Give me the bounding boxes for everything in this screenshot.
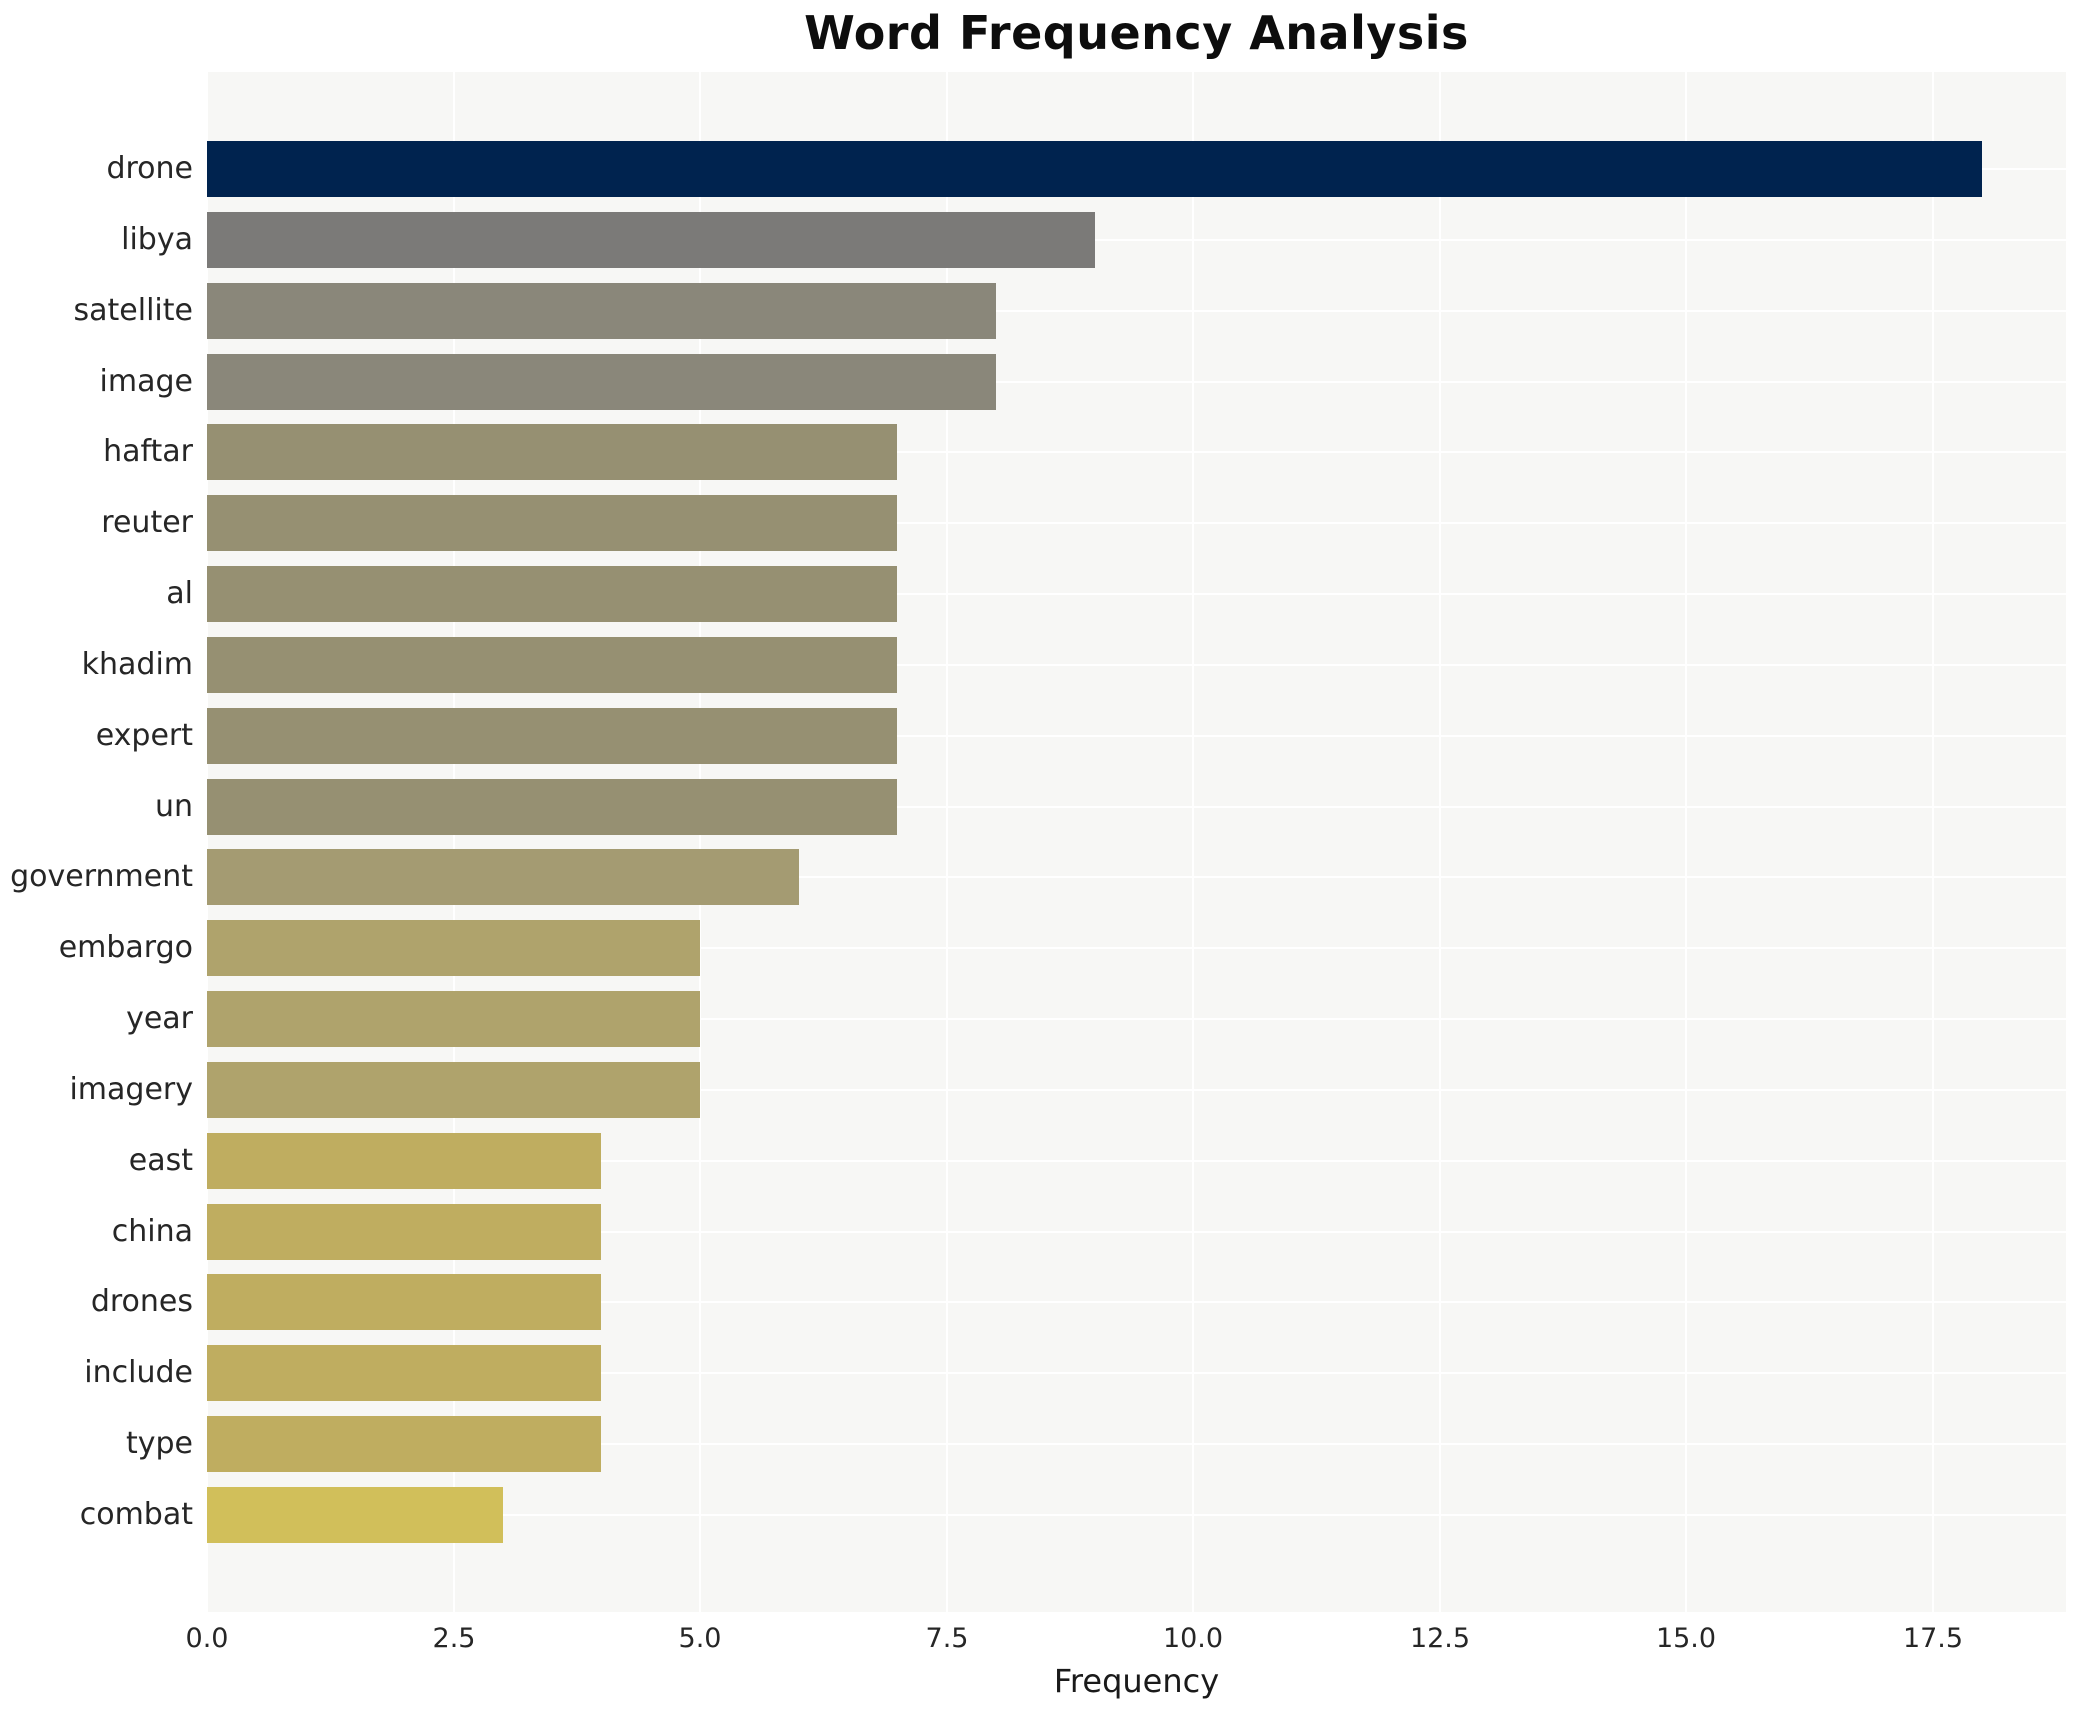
y-tick-label-combat: combat: [79, 1497, 193, 1532]
y-tick-label-east: east: [128, 1143, 193, 1178]
y-gridline: [207, 1018, 2066, 1020]
bar-government: [207, 849, 799, 905]
bar-khadim: [207, 637, 897, 693]
x-gridline: [206, 72, 208, 1612]
bar-expert: [207, 708, 897, 764]
bar-al: [207, 566, 897, 622]
y-gridline: [207, 735, 2066, 737]
x-tick-label-0.0: 0.0: [185, 1623, 229, 1654]
y-tick-label-china: china: [111, 1214, 193, 1249]
bar-include: [207, 1345, 601, 1401]
bar-drone: [207, 141, 1982, 197]
y-gridline: [207, 1514, 2066, 1516]
y-tick-label-imagery: imagery: [69, 1072, 193, 1107]
x-tick-label-2.5: 2.5: [432, 1623, 476, 1654]
y-gridline: [207, 664, 2066, 666]
x-tick-label-10.0: 10.0: [1162, 1623, 1224, 1654]
y-gridline: [207, 522, 2066, 524]
x-tick-label-5.0: 5.0: [678, 1623, 722, 1654]
bar-haftar: [207, 424, 897, 480]
y-tick-label-libya: libya: [121, 222, 193, 257]
x-tick-label-15.0: 15.0: [1655, 1623, 1717, 1654]
x-gridline: [453, 72, 455, 1612]
y-tick-label-un: un: [154, 789, 193, 824]
y-tick-label-al: al: [166, 576, 193, 611]
bar-libya: [207, 212, 1095, 268]
y-gridline: [207, 1372, 2066, 1374]
x-gridline: [1685, 72, 1687, 1612]
chart-title: Word Frequency Analysis: [804, 6, 1469, 60]
y-tick-label-image: image: [99, 364, 193, 399]
y-tick-label-include: include: [84, 1355, 193, 1390]
x-tick-label-17.5: 17.5: [1902, 1623, 1964, 1654]
y-gridline: [207, 806, 2066, 808]
y-tick-label-reuter: reuter: [101, 505, 193, 540]
y-gridline: [207, 239, 2066, 241]
bar-combat: [207, 1487, 503, 1543]
y-tick-label-satellite: satellite: [73, 293, 193, 328]
y-gridline: [207, 593, 2066, 595]
y-gridline: [207, 947, 2066, 949]
y-tick-label-haftar: haftar: [103, 434, 193, 469]
y-gridline: [207, 1160, 2066, 1162]
bar-year: [207, 991, 700, 1047]
y-gridline: [207, 451, 2066, 453]
bar-satellite: [207, 283, 996, 339]
y-tick-label-khadim: khadim: [81, 647, 193, 682]
bar-type: [207, 1416, 601, 1472]
y-gridline: [207, 1089, 2066, 1091]
bar-reuter: [207, 495, 897, 551]
bar-un: [207, 779, 897, 835]
y-tick-label-embargo: embargo: [58, 930, 193, 965]
y-tick-label-drones: drones: [90, 1284, 193, 1319]
x-tick-label-12.5: 12.5: [1409, 1623, 1471, 1654]
bar-imagery: [207, 1062, 700, 1118]
y-gridline: [207, 1443, 2066, 1445]
y-gridline: [207, 1231, 2066, 1233]
y-gridline: [207, 1301, 2066, 1303]
y-gridline: [207, 876, 2066, 878]
x-gridline: [1192, 72, 1194, 1612]
x-gridline: [699, 72, 701, 1612]
bar-embargo: [207, 920, 700, 976]
y-tick-label-drone: drone: [106, 151, 193, 186]
x-gridline: [1439, 72, 1441, 1612]
bar-image: [207, 354, 996, 410]
y-tick-label-expert: expert: [95, 718, 193, 753]
bar-china: [207, 1204, 601, 1260]
y-gridline: [207, 381, 2066, 383]
x-tick-label-7.5: 7.5: [925, 1623, 969, 1654]
y-tick-label-year: year: [126, 1001, 193, 1036]
x-axis-label: Frequency: [1053, 1662, 1220, 1700]
y-gridline: [207, 310, 2066, 312]
y-tick-label-type: type: [125, 1426, 193, 1461]
bar-drones: [207, 1274, 601, 1330]
y-tick-label-government: government: [10, 859, 193, 894]
bar-east: [207, 1133, 601, 1189]
plot-area: [206, 72, 2066, 1612]
x-gridline: [1932, 72, 1934, 1612]
x-gridline: [946, 72, 948, 1612]
